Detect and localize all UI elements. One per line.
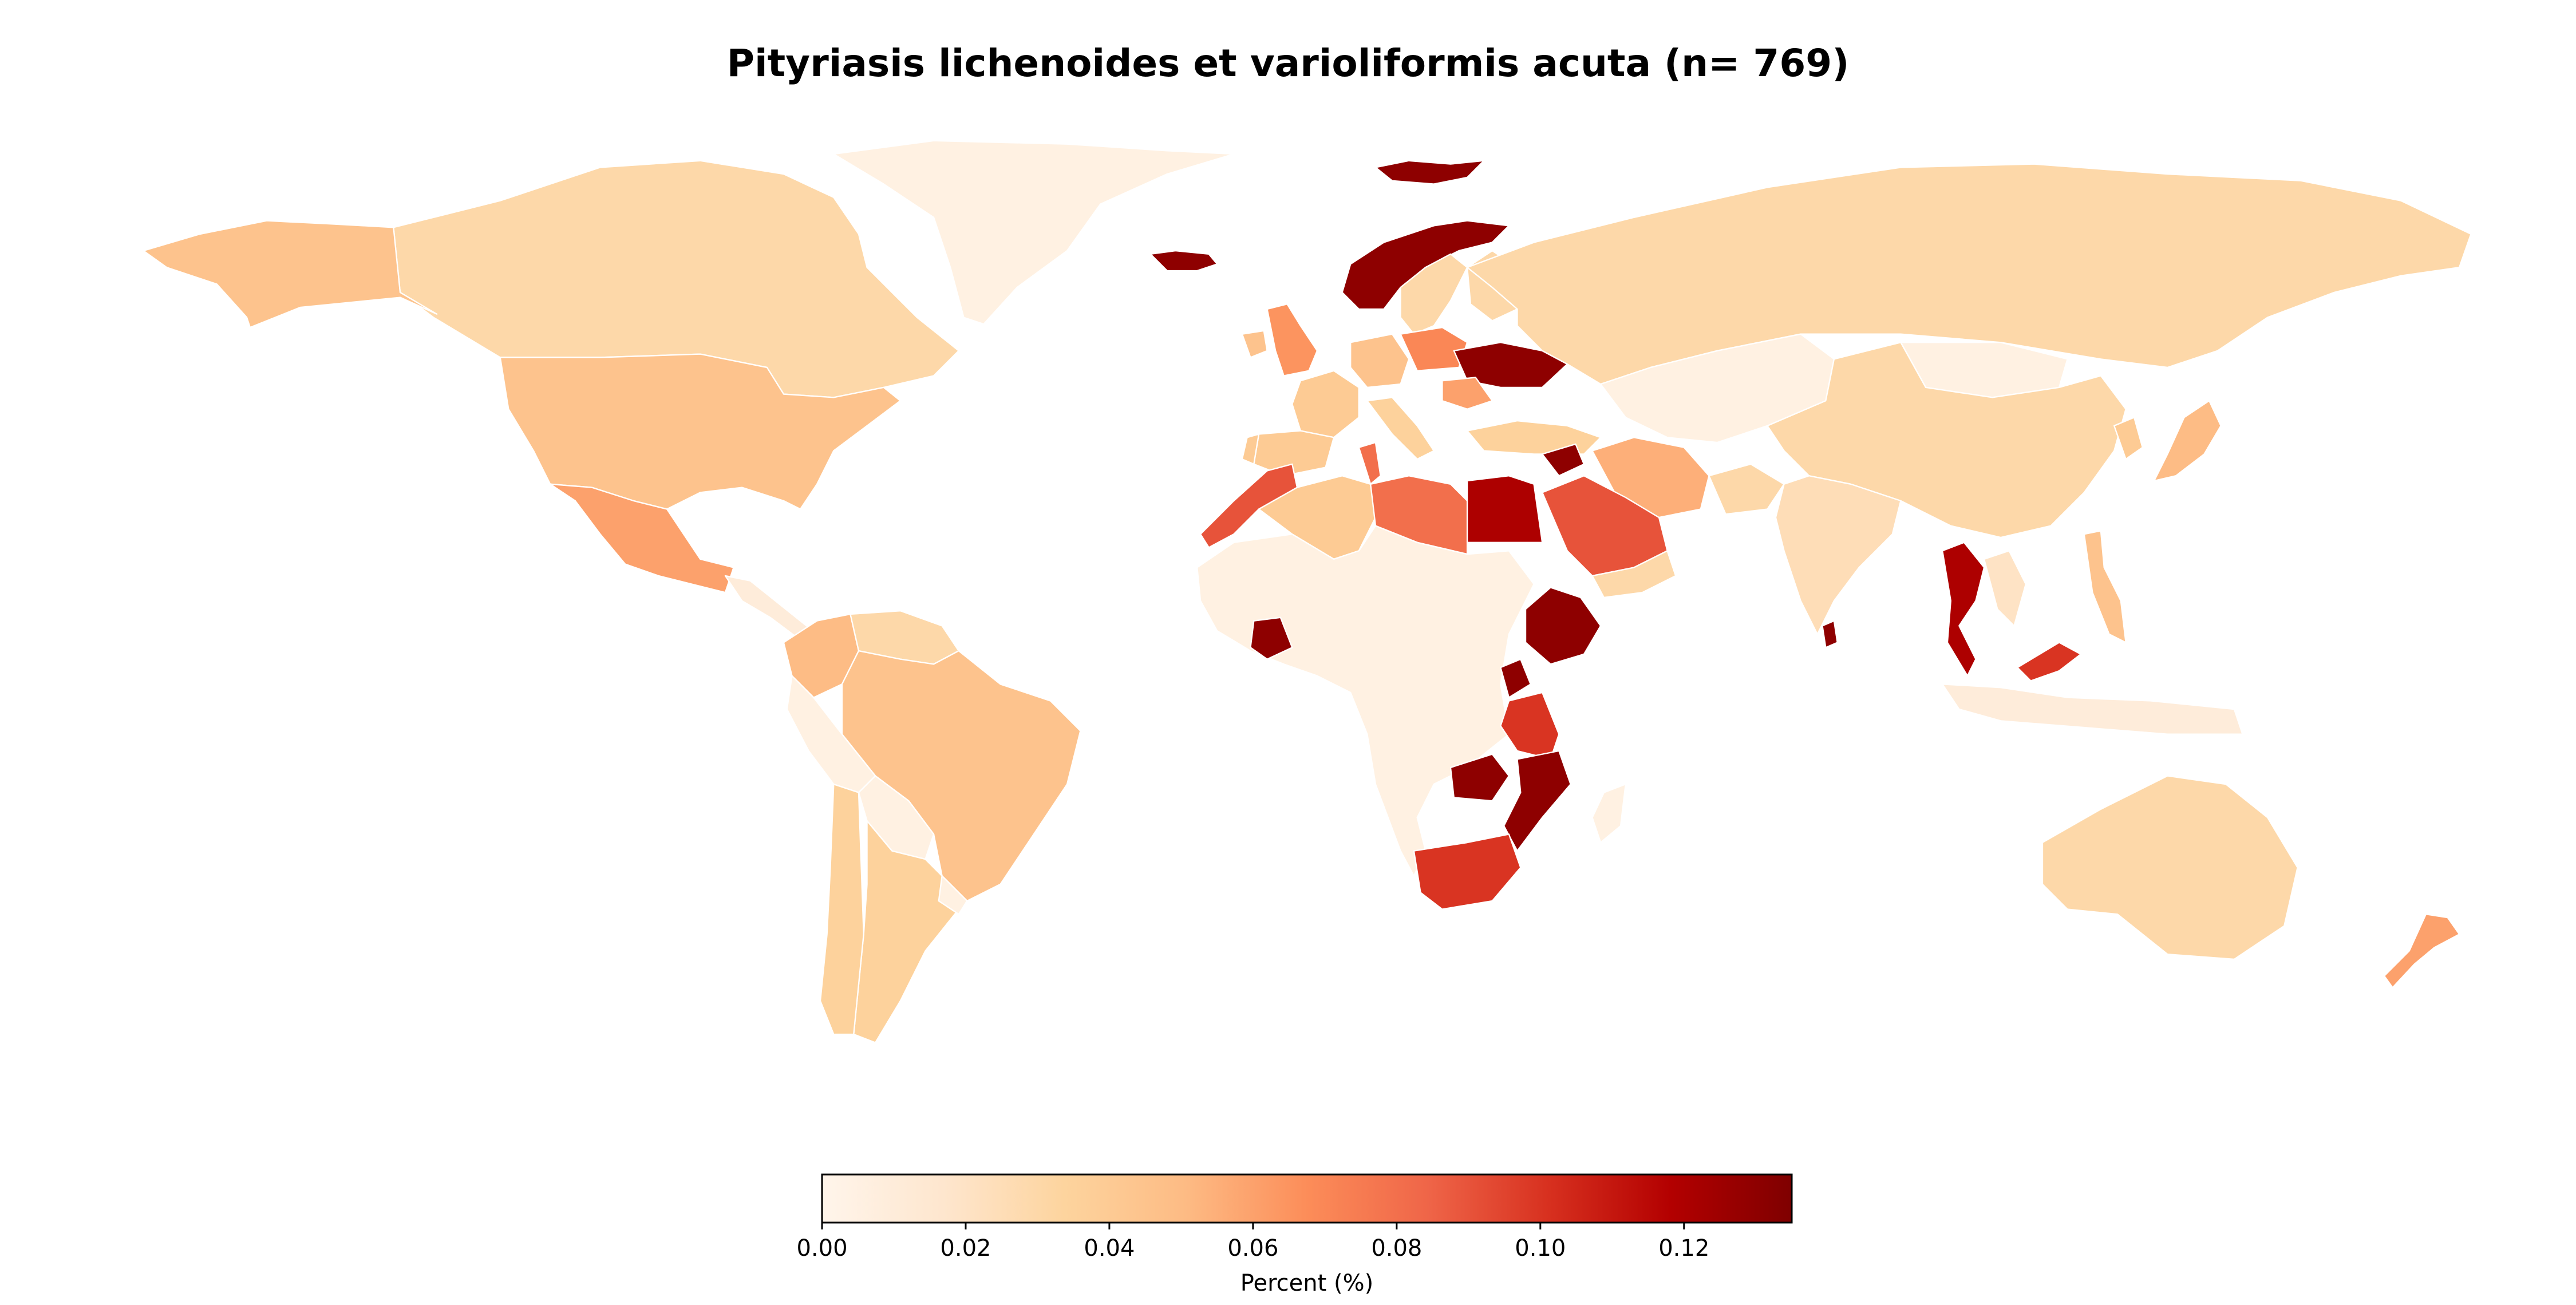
colorbar-tick-label: 0.04 — [1084, 1235, 1135, 1261]
region-russia — [1466, 163, 2472, 385]
region-sweden — [1400, 253, 1468, 335]
region-thailand — [1942, 541, 1985, 677]
region-italy — [1366, 397, 1435, 460]
region-afghanistan — [1708, 463, 1785, 515]
region-west-central-africa — [1196, 525, 1535, 877]
region-japan — [2153, 400, 2222, 482]
region-portugal — [1241, 433, 1260, 465]
region-romania — [1441, 377, 1493, 410]
region-norway — [1341, 220, 1510, 310]
region-alaska-usa — [143, 220, 438, 329]
region-malaysia — [2017, 642, 2082, 682]
region-c-te-d-ivoire — [1250, 616, 1293, 660]
region-syria — [1542, 443, 1585, 477]
region-vietnam — [1983, 550, 2026, 627]
region-chile — [819, 783, 864, 1035]
colorbar-tick-label: 0.12 — [1658, 1235, 1709, 1261]
region-uruguay — [938, 875, 968, 915]
region-yemen — [1591, 550, 1677, 599]
map-regions — [143, 140, 2472, 1043]
region-new-zealand — [2383, 913, 2460, 988]
region-australia — [2041, 775, 2298, 960]
region-korea — [2113, 417, 2143, 460]
region-greenland — [833, 140, 1235, 325]
colorbar-tick-label: 0.06 — [1227, 1235, 1278, 1261]
region-india — [1775, 475, 1902, 635]
region-ethiopia — [1524, 587, 1602, 665]
region-svalbard — [1374, 160, 1485, 185]
chart-title: Pityriasis lichenoides et varioliformis … — [726, 41, 1850, 85]
colorbar-label: Percent (%) — [1240, 1270, 1373, 1296]
colorbar-tick-label: 0.00 — [796, 1235, 847, 1261]
region-south-africa — [1413, 833, 1522, 910]
region-madagascar — [1591, 783, 1626, 844]
region-egypt — [1466, 475, 1543, 543]
region-zambia — [1449, 753, 1510, 802]
colorbar-gradient — [821, 1173, 1793, 1224]
colorbar-ticks: 0.00 0.02 0.04 0.06 0.08 0.10 0.12 — [796, 1223, 1709, 1261]
region-indonesia — [1942, 683, 2243, 735]
region-ireland — [1241, 330, 1268, 358]
colorbar-tick-label: 0.02 — [940, 1235, 991, 1261]
region-germany — [1350, 333, 1410, 389]
region-uganda — [1500, 658, 1531, 698]
region-france — [1291, 370, 1360, 438]
colorbar-tick-label: 0.10 — [1515, 1235, 1566, 1261]
region-turkey — [1466, 420, 1602, 455]
region-philippines — [2083, 530, 2127, 643]
colorbar-tick-label: 0.08 — [1371, 1235, 1422, 1261]
region-united-kingdom — [1266, 303, 1318, 377]
region-iceland — [1149, 250, 1218, 272]
region-mozambique — [1503, 750, 1571, 852]
region-sri-lanka — [1822, 620, 1838, 648]
region-tunisia — [1358, 441, 1381, 485]
